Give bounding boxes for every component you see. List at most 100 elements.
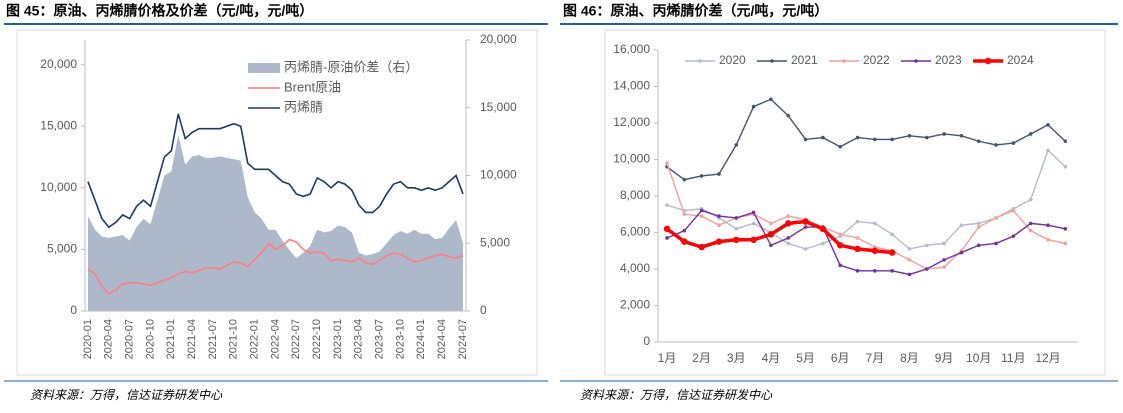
marker: [1046, 238, 1050, 242]
line: [87, 238, 464, 295]
line: [87, 113, 464, 229]
x-tick-label: 5月: [796, 351, 815, 365]
marker: [907, 258, 912, 262]
x-tick-label: 2月: [692, 351, 711, 365]
marker: [803, 247, 808, 251]
x-tick-label: 2021-07: [207, 319, 219, 359]
x-tick-label: 2023-10: [394, 319, 406, 359]
marker: [873, 221, 877, 226]
marker: [890, 137, 894, 142]
marker: [855, 236, 860, 240]
marker: [821, 135, 825, 140]
x-tick-label: 7月: [865, 351, 884, 365]
x-tick-label: 2020-07: [124, 319, 136, 359]
y2-tick-label: 20,000: [480, 32, 517, 46]
x-tick-label: 9月: [935, 351, 954, 365]
marker: [838, 263, 842, 268]
marker: [976, 243, 981, 248]
marker: [802, 218, 809, 225]
marker: [1011, 141, 1016, 145]
source-note: 资料来源：万得，信达证券研发中心: [30, 388, 223, 402]
marker: [665, 236, 669, 240]
x-tick-label: 2021-10: [228, 319, 240, 359]
x-tick-label: 2024-07: [457, 319, 469, 359]
marker: [873, 137, 877, 142]
x-tick-label: 2023-01: [332, 319, 344, 359]
marker: [994, 241, 998, 246]
marker: [682, 212, 687, 217]
x-tick-label: 6月: [831, 351, 850, 365]
source-note: 资料来源：万得，信达证券研发中心: [580, 388, 773, 402]
marker: [976, 225, 981, 229]
marker: [682, 177, 687, 182]
marker: [786, 241, 791, 246]
x-tick-label: 8月: [900, 351, 919, 365]
marker: [1011, 234, 1016, 238]
marker: [1028, 132, 1033, 136]
marker: [665, 203, 669, 207]
marker: [959, 250, 964, 255]
x-tick-label: 2022-10: [311, 319, 323, 359]
marker: [942, 132, 946, 136]
marker: [855, 269, 860, 273]
marker: [976, 221, 981, 226]
marker: [717, 172, 721, 176]
legend-label: 2022: [863, 53, 890, 67]
marker: [786, 236, 791, 240]
marker: [890, 232, 894, 237]
marker: [924, 243, 929, 248]
marker: [976, 139, 981, 144]
marker: [838, 232, 842, 237]
y-tick-label: 4,000: [620, 261, 650, 275]
x-tick-label: 2020-04: [103, 319, 115, 359]
marker: [699, 214, 704, 218]
y-tick-label: 2,000: [620, 298, 650, 312]
marker: [717, 214, 721, 218]
marker: [767, 231, 775, 238]
chart-frame: [16, 29, 538, 376]
chart-frame: [604, 29, 1106, 376]
marker: [803, 225, 808, 229]
x-tick-label: 2022-07: [290, 319, 302, 359]
marker: [959, 133, 964, 138]
marker: [1046, 223, 1050, 227]
legend-label: 2023: [935, 53, 962, 67]
y2-tick-label: 0: [480, 303, 487, 317]
marker: [734, 143, 739, 147]
y-tick-label: 10,000: [613, 152, 650, 166]
marker: [717, 223, 721, 227]
marker: [750, 236, 757, 243]
x-tick-label: 2022-01: [249, 319, 261, 359]
marker: [994, 216, 998, 220]
x-tick-label: 2024-01: [415, 319, 427, 359]
marker: [1063, 139, 1068, 144]
y-tick-label: 16,000: [613, 42, 650, 56]
marker: [942, 241, 946, 246]
marker: [698, 243, 705, 251]
marker: [888, 249, 896, 256]
y-tick-label: 8,000: [620, 188, 650, 202]
marker: [854, 245, 861, 253]
marker: [769, 221, 773, 226]
marker: [907, 133, 912, 138]
marker: [855, 135, 860, 140]
legend-label: 2021: [791, 53, 818, 67]
marker: [907, 247, 912, 251]
marker: [665, 161, 669, 165]
x-tick-label: 10月: [966, 351, 991, 365]
marker: [1028, 221, 1033, 226]
marker: [769, 243, 773, 248]
legend-swatch: [248, 63, 280, 73]
line: [666, 209, 1066, 276]
marker: [871, 247, 879, 254]
y-tick-label: 12,000: [613, 115, 650, 129]
x-tick-label: 2021-01: [165, 319, 177, 359]
legend-marker: [770, 59, 774, 63]
marker: [1046, 123, 1050, 127]
marker: [733, 236, 740, 243]
area: [88, 134, 463, 311]
x-tick-label: 2020-01: [82, 319, 94, 359]
marker: [873, 269, 877, 273]
marker: [819, 225, 827, 233]
y-tick-label: 5,000: [47, 242, 77, 256]
